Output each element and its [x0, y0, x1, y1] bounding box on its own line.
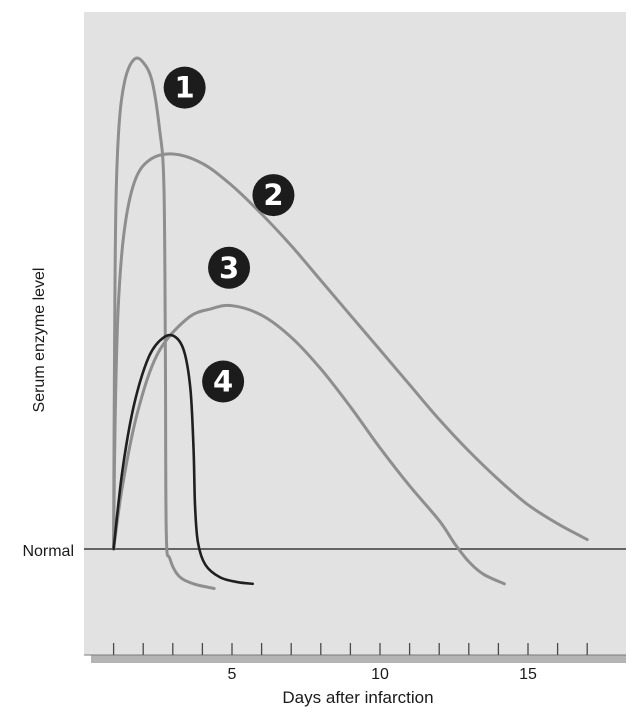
plot-area	[84, 12, 626, 655]
series-line-4	[112, 333, 254, 586]
x-tick-label: 10	[371, 666, 389, 683]
series-line-1	[112, 56, 216, 590]
x-axis-label: Days after infarction	[282, 688, 433, 707]
normal-label: Normal	[22, 543, 74, 560]
marker-circle-2	[252, 174, 295, 217]
marker-label-1: 1	[175, 71, 195, 105]
marker-label-2: 2	[263, 178, 283, 212]
series-curves	[112, 56, 589, 590]
marker-circle-4	[202, 360, 245, 403]
y-axis-label: Serum enzyme level	[31, 268, 48, 413]
marker-circle-1	[163, 66, 206, 109]
x-tick-label: 5	[228, 666, 237, 683]
series-line-2	[112, 152, 589, 551]
x-axis-ticks	[112, 643, 588, 655]
x-tick-label: 15	[519, 666, 537, 683]
marker-label-4: 4	[213, 365, 233, 399]
marker-label-3: 3	[219, 251, 239, 285]
marker-circle-3	[208, 246, 251, 289]
x-tick-labels: 5 10 15	[228, 666, 537, 683]
curve-markers: 1 2 3 4	[163, 66, 295, 403]
series-line-3	[112, 303, 506, 586]
